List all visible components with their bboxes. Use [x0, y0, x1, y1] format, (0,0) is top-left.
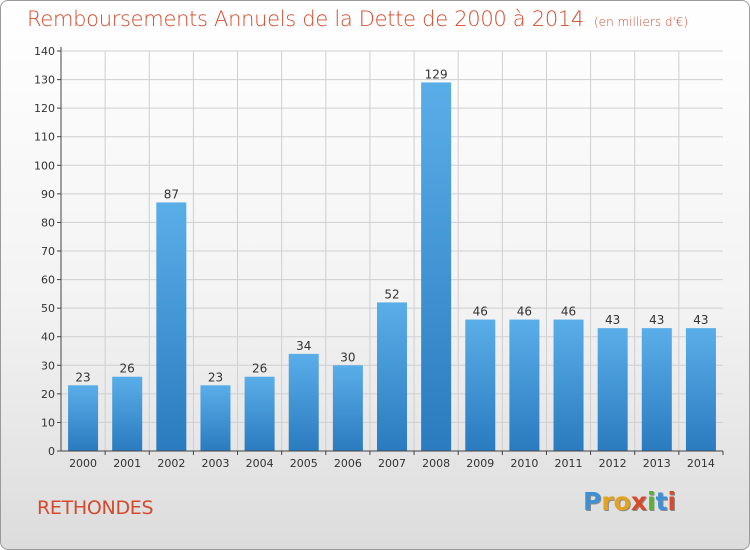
logo-letter: o — [613, 487, 631, 516]
x-tick-label: 2012 — [599, 457, 627, 470]
x-tick-label: 2013 — [643, 457, 671, 470]
logo-letter: x — [630, 487, 647, 516]
bar — [200, 385, 231, 451]
bar — [156, 202, 187, 451]
y-tick-label: 20 — [41, 388, 55, 401]
bar — [68, 385, 99, 451]
x-tick-label: 2011 — [555, 457, 583, 470]
logo-letter: r — [601, 487, 614, 516]
x-tick-label: 2008 — [422, 457, 450, 470]
bar-value-label: 34 — [296, 339, 311, 353]
axes — [57, 47, 724, 455]
bar-value-label: 23 — [75, 370, 90, 384]
bar-value-label: 129 — [425, 67, 448, 81]
y-tick-label: 80 — [41, 216, 55, 229]
y-tick-label: 50 — [41, 302, 55, 315]
x-tick-label: 2007 — [378, 457, 406, 470]
bar-value-label: 30 — [340, 350, 355, 364]
bar-value-label: 52 — [384, 287, 399, 301]
x-tick-label: 2003 — [201, 457, 229, 470]
logo-letter: i — [667, 487, 677, 516]
bar-value-label: 43 — [605, 313, 620, 327]
y-tick-label: 40 — [41, 331, 55, 344]
y-tick-label: 0 — [48, 445, 55, 458]
x-tick-label: 2000 — [69, 457, 97, 470]
bar — [332, 365, 363, 451]
x-tick-label: 2005 — [290, 457, 318, 470]
proxiti-logo[interactable]: Proxiti — [583, 487, 693, 527]
bar-value-label: 87 — [164, 187, 179, 201]
bar-value-label: 46 — [561, 305, 576, 319]
y-tick-label: 100 — [34, 159, 55, 172]
commune-name: RETHONDES — [37, 497, 154, 519]
logo-letter: i — [647, 487, 656, 516]
y-tick-label: 70 — [41, 245, 55, 258]
x-tick-label: 2009 — [466, 457, 494, 470]
x-tick-label: 2001 — [113, 457, 141, 470]
bar-value-label: 26 — [252, 362, 267, 376]
bar — [597, 328, 628, 451]
bar-value-label: 26 — [120, 362, 135, 376]
x-tick-label: 2014 — [687, 457, 715, 470]
labels: 0 10 20 30 40 50 60 70 80 90 100 110 120 130 140 23 2000… — [34, 45, 715, 470]
bar — [553, 319, 584, 451]
x-tick-label: 2006 — [334, 457, 362, 470]
y-tick-label: 130 — [34, 74, 55, 87]
bar — [685, 328, 716, 451]
x-tick-label: 2002 — [157, 457, 185, 470]
bar-value-label: 46 — [473, 305, 488, 319]
bar-value-label: 23 — [208, 370, 223, 384]
bar-value-label: 43 — [693, 313, 708, 327]
bar-value-label: 46 — [517, 305, 532, 319]
x-tick-label: 2004 — [246, 457, 274, 470]
bars — [68, 82, 716, 451]
y-tick-label: 90 — [41, 188, 55, 201]
bar — [288, 353, 319, 451]
logo-letter: P — [583, 487, 602, 516]
y-tick-label: 10 — [41, 416, 55, 429]
bar-value-label: 43 — [649, 313, 664, 327]
chart-unit: (en milliers d'€) — [594, 15, 689, 29]
bar — [376, 302, 408, 451]
bar — [421, 82, 452, 451]
y-tick-label: 140 — [34, 45, 55, 58]
bar — [641, 328, 672, 451]
y-tick-label: 60 — [41, 274, 55, 287]
y-tick-label: 30 — [41, 359, 55, 372]
bar — [465, 319, 496, 451]
x-tick-label: 2010 — [510, 457, 538, 470]
bar — [244, 376, 275, 451]
chart-title: Remboursements Annuels de la Dette de 20… — [27, 7, 688, 31]
bar — [112, 376, 143, 451]
logo-letter: t — [655, 487, 668, 516]
y-tick-label: 120 — [34, 102, 55, 115]
chart-title-text: Remboursements Annuels de la Dette de 20… — [27, 7, 584, 31]
y-tick-label: 110 — [34, 131, 55, 144]
bar — [509, 319, 540, 451]
